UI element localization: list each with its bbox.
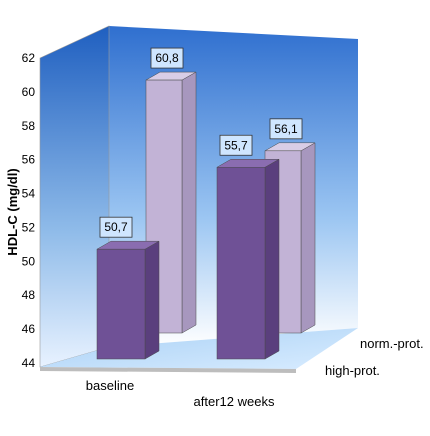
y-tick-label: 46 — [22, 322, 36, 336]
y-tick-label: 48 — [22, 288, 36, 302]
y-tick-label: 62 — [22, 51, 36, 65]
bar-side — [264, 158, 280, 360]
data-label-text: 50,7 — [104, 220, 128, 234]
data-label-text: 60,8 — [155, 51, 179, 65]
bar-front-face — [216, 167, 266, 360]
y-tick-label: 58 — [22, 119, 36, 133]
y-tick-label: 60 — [22, 85, 36, 99]
bar-side — [181, 71, 197, 334]
data-label-text: 55,7 — [224, 138, 248, 152]
category-labels: baseline after12 weeks — [86, 378, 275, 409]
y-tick-label: 54 — [22, 187, 36, 201]
data-label: 50,7 — [99, 216, 133, 238]
data-label-text: 56,1 — [274, 122, 298, 136]
bar-front-face — [96, 248, 146, 360]
bar-side — [144, 240, 160, 360]
category-label-1: after12 weeks — [194, 394, 275, 409]
data-label: 60,8 — [150, 47, 184, 69]
data-label: 55,7 — [219, 134, 253, 156]
y-tick-label: 52 — [22, 220, 36, 234]
data-labels: 60,8 56,1 50,7 55,7 — [99, 47, 303, 238]
bar-side — [300, 142, 316, 334]
data-label: 56,1 — [269, 118, 303, 140]
category-label-0: baseline — [86, 378, 134, 393]
y-tick-label: 50 — [22, 254, 36, 268]
data-label-box — [219, 134, 253, 156]
floor-front-edge — [40, 367, 296, 373]
data-label-box — [269, 118, 303, 140]
data-label-box — [99, 216, 133, 238]
bar-front-1 — [216, 158, 280, 360]
bar-front-0 — [96, 240, 160, 360]
y-tick-labels: 44 46 48 50 52 54 56 58 60 62 — [22, 51, 36, 370]
series-label-back: norm.-prot. — [360, 336, 424, 351]
y-tick-label: 44 — [22, 356, 36, 370]
bars — [96, 71, 316, 360]
y-tick-label: 56 — [22, 153, 36, 167]
series-label-front: high-prot. — [325, 363, 380, 378]
series-axis-labels: norm.-prot. high-prot. — [325, 336, 424, 378]
data-label-box — [150, 47, 184, 69]
y-axis: 44 46 48 50 52 54 56 58 60 62 HDL-C (mg/dl) — [5, 51, 35, 370]
y-axis-label: HDL-C (mg/dl) — [5, 168, 20, 255]
